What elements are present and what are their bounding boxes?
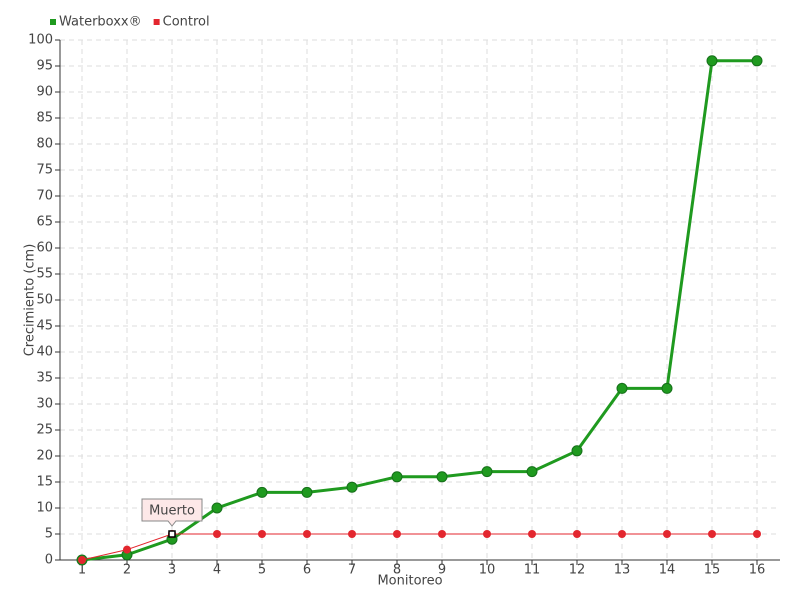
y-tick-label: 90	[36, 85, 53, 100]
y-tick-label: 5	[45, 527, 53, 542]
x-tick-label: 10	[479, 563, 496, 578]
y-axis-label: Crecimiento (cm)	[23, 244, 38, 357]
point	[438, 530, 446, 538]
point	[528, 530, 536, 538]
y-tick-label: 50	[36, 293, 53, 308]
x-tick-label: 7	[348, 563, 356, 578]
point	[663, 530, 671, 538]
x-tick-label: 5	[258, 563, 266, 578]
x-tick-label: 12	[569, 563, 586, 578]
x-tick-label: 11	[524, 563, 541, 578]
legend-marker	[50, 19, 56, 25]
point	[708, 530, 716, 538]
y-tick-label: 20	[36, 449, 53, 464]
point	[481, 466, 493, 478]
point	[348, 530, 356, 538]
x-tick-label: 2	[123, 563, 131, 578]
point	[78, 556, 86, 564]
y-tick-label: 10	[36, 501, 53, 516]
point	[483, 530, 491, 538]
point	[706, 55, 718, 67]
x-tick-label: 8	[393, 563, 401, 578]
x-tick-label: 4	[213, 563, 221, 578]
y-tick-label: 40	[36, 345, 53, 360]
y-tick-label: 75	[36, 163, 53, 178]
point	[258, 530, 266, 538]
x-axis-label: Monitoreo	[377, 574, 442, 589]
x-tick-label: 16	[749, 563, 766, 578]
x-tick-label: 14	[659, 563, 676, 578]
legend-label: Waterboxx®	[59, 15, 142, 30]
series-line	[81, 533, 757, 561]
x-tick-label: 13	[614, 563, 631, 578]
y-tick-label: 45	[36, 319, 53, 334]
annotation-marker	[168, 530, 176, 538]
point	[526, 466, 538, 478]
y-tick-label: 30	[36, 397, 53, 412]
point	[301, 486, 313, 498]
y-tick-label: 100	[28, 33, 53, 48]
point	[123, 545, 131, 554]
annotation-text: Muerto	[149, 504, 195, 519]
x-tick-label: 1	[78, 563, 86, 578]
point	[213, 530, 221, 538]
y-tick-label: 85	[36, 111, 53, 126]
point	[616, 382, 628, 394]
y-tick-label: 15	[36, 475, 53, 490]
legend-marker	[153, 19, 160, 25]
point	[393, 530, 401, 538]
point	[346, 481, 358, 493]
y-tick-label: 80	[36, 137, 53, 152]
point	[211, 502, 223, 514]
y-tick-label: 60	[36, 241, 53, 256]
point	[753, 530, 761, 538]
x-tick-label: 6	[303, 563, 311, 578]
point	[303, 530, 311, 538]
y-tick-label: 25	[36, 423, 53, 438]
point	[751, 55, 763, 67]
y-tick-label: 70	[36, 189, 53, 204]
y-tick-label: 95	[36, 59, 53, 74]
y-tick-label: 55	[36, 267, 53, 282]
point	[256, 486, 268, 498]
x-tick-label: 15	[704, 563, 721, 578]
point	[661, 382, 673, 394]
point	[618, 530, 626, 538]
point	[573, 530, 581, 538]
point	[571, 445, 583, 457]
point	[436, 471, 448, 483]
legend-label: Control	[163, 15, 210, 30]
x-tick-label: 9	[438, 563, 446, 578]
annotation-box	[141, 498, 203, 527]
point	[391, 471, 403, 483]
series-line	[81, 59, 757, 562]
y-tick-label: 65	[36, 215, 53, 230]
x-tick-label: 3	[168, 563, 176, 578]
y-tick-label: 35	[36, 371, 53, 386]
y-tick-label: 0	[45, 553, 53, 568]
